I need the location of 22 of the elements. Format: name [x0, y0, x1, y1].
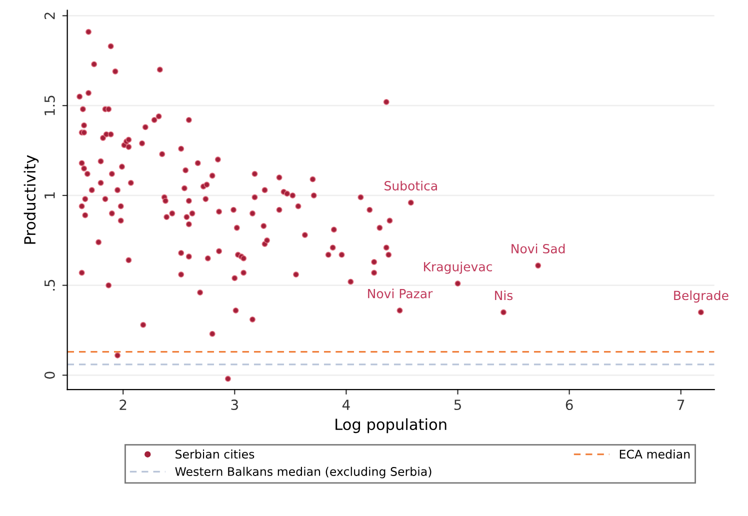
legend-label: Serbian cities [176, 450, 254, 459]
x-axis-title: Log population [336, 418, 446, 434]
y-tick-label: 0 [44, 372, 55, 379]
x-tick-label: 6 [566, 400, 573, 410]
x-tick-label: 4 [342, 400, 350, 410]
y-axis-title: Productivity [24, 155, 39, 244]
y-tick-label: 2 [44, 12, 55, 20]
y-tick-label: 1 [44, 192, 55, 198]
x-tick-label: 3 [231, 400, 238, 410]
legend-label: Western Balkans median (excluding Serbia) [175, 466, 432, 478]
x-tick-label: 7 [678, 400, 684, 410]
annotation: Belgrade [674, 290, 728, 303]
legend-label: ECA median [620, 450, 690, 459]
x-tick-label: 2 [120, 400, 126, 410]
y-tick-label: 1.5 [44, 96, 55, 116]
annotation: Nis [495, 290, 513, 300]
annotation: Novi Sad [512, 244, 565, 254]
annotation: Novi Pazar [368, 288, 433, 298]
y-tick-label: .5 [44, 280, 55, 290]
x-tick-label: 5 [454, 400, 461, 410]
annotation: Kragujevac [424, 262, 492, 274]
annotation: Subotica [384, 180, 437, 190]
